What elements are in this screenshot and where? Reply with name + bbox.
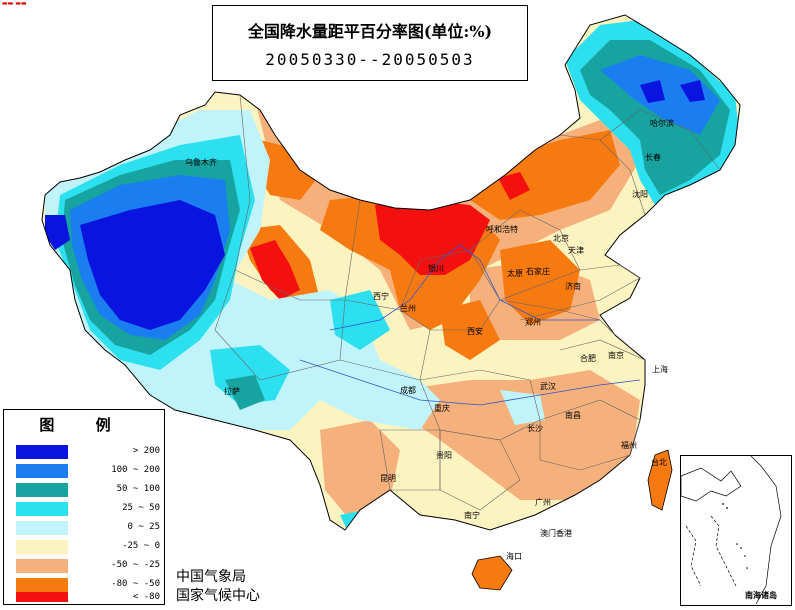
- legend-label: < -80: [132, 592, 160, 602]
- map-title: 全国降水量距平百分率图(单位:%): [247, 22, 493, 41]
- legend-label: > 200: [132, 446, 160, 456]
- hainan-island: [471, 555, 513, 591]
- legend-row: 50 ~ 100: [16, 483, 161, 497]
- city-label: 广州: [535, 498, 551, 507]
- legend-row: -80 ~ -50: [16, 578, 161, 592]
- legend-label: -50 ~ -25: [111, 560, 160, 570]
- city-label: 乌鲁木齐: [185, 158, 217, 167]
- legend-title: 图 例: [39, 416, 129, 434]
- legend-swatch: [16, 502, 68, 516]
- legend-label: 100 ~ 200: [111, 465, 160, 475]
- province-borders: [214, 94, 721, 511]
- legend-row: -25 ~ 0: [16, 540, 161, 554]
- city-label: 贵阳: [436, 451, 452, 460]
- legend-label: 0 ~ 25: [127, 522, 160, 532]
- city-label: 武汉: [540, 382, 556, 391]
- city-label: 台北: [651, 458, 667, 467]
- city-label: 南宁: [464, 511, 480, 520]
- legend-label: -25 ~ 0: [122, 541, 160, 551]
- legend-label: -80 ~ -50: [111, 579, 160, 589]
- legend-row: < -80: [16, 592, 161, 604]
- legend-label: 50 ~ 100: [116, 484, 160, 494]
- city-label: 北京: [553, 234, 569, 243]
- city-label: 天津: [568, 246, 584, 255]
- top-corner-mark: ▬▬ ▬▬: [2, 0, 27, 7]
- city-label: 福州: [621, 441, 637, 450]
- legend-swatch: [16, 521, 68, 535]
- agency-name: 中国气象局: [176, 569, 246, 585]
- city-label: 昆明: [380, 474, 396, 483]
- legend-swatch: [16, 592, 68, 602]
- legend-swatch: [16, 464, 68, 478]
- south-china-sea-inset: 南海诸岛: [680, 455, 792, 606]
- city-label: 西宁: [373, 292, 389, 301]
- date-range: 20050330--20050503: [265, 50, 475, 69]
- inset-label: 南海诸岛: [745, 591, 777, 600]
- legend-swatch: [16, 483, 68, 497]
- legend-row: > 200: [16, 445, 161, 459]
- city-label: 郑州: [525, 318, 541, 327]
- city-label: 长沙: [527, 424, 543, 433]
- legend-swatch: [16, 540, 68, 554]
- city-label: 长春: [645, 153, 661, 162]
- city-label: 哈尔滨: [650, 119, 674, 128]
- city-label: 石家庄: [526, 267, 550, 276]
- title-box: 全国降水量距平百分率图(单位:%) 20050330--20050503: [212, 5, 528, 81]
- legend-swatch: [16, 578, 68, 592]
- city-label: 重庆: [434, 404, 450, 413]
- city-label: 合肥: [580, 354, 596, 363]
- legend-swatch: [16, 445, 68, 459]
- city-label: 拉萨: [224, 387, 240, 396]
- city-label: 澳门香港: [540, 529, 572, 538]
- legend-swatch: [16, 559, 68, 573]
- city-label: 上海: [652, 365, 668, 374]
- city-label: 海口: [506, 552, 522, 561]
- city-label: 南昌: [565, 411, 581, 420]
- city-label: 呼和浩特: [486, 225, 518, 234]
- rivers: [299, 244, 641, 406]
- legend-label: 25 ~ 50: [122, 503, 160, 513]
- city-label: 成都: [400, 386, 416, 395]
- legend: 图 例 > 200 100 ~ 200 50 ~ 100 25 ~ 50 0 ~…: [3, 409, 165, 605]
- country-border: [41, 14, 741, 531]
- city-label: 兰州: [400, 304, 416, 313]
- city-label: 太原: [507, 269, 523, 278]
- legend-row: 25 ~ 50: [16, 502, 161, 516]
- city-label: 西安: [467, 327, 483, 336]
- city-label: 济南: [565, 282, 581, 291]
- legend-row: -50 ~ -25: [16, 559, 161, 573]
- city-label: 银川: [428, 264, 444, 273]
- legend-row: 0 ~ 25: [16, 521, 161, 535]
- city-label: 沈阳: [632, 190, 648, 199]
- inset-map: [680, 455, 782, 605]
- legend-row: 100 ~ 200: [16, 464, 161, 478]
- taiwan-island: [647, 449, 673, 511]
- agency-subname: 国家气候中心: [176, 588, 260, 604]
- city-label: 南京: [608, 351, 624, 360]
